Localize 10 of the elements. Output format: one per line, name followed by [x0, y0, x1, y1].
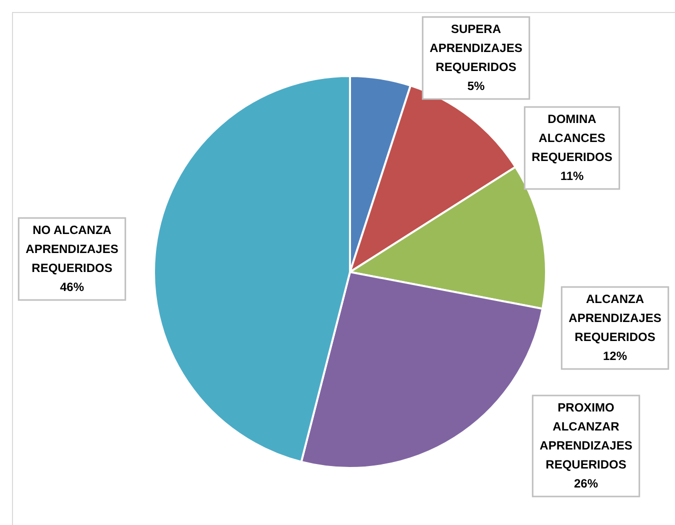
slice-label: SUPERA APRENDIZAJES REQUERIDOS [430, 22, 522, 74]
data-label: 26% [574, 476, 598, 490]
slice-label: DOMINA ALCANCES REQUERIDOS [532, 112, 612, 164]
data-label: 12% [602, 348, 628, 363]
data-label: 11% [560, 168, 584, 183]
data-label: 5% [467, 78, 485, 93]
slice-label: ALCANZA APRENDIZAJES REQUERIDOS [568, 292, 662, 344]
slice-label: PROXIMO ALCANZAR APRENDIZAJES REQUERIDOS [540, 400, 632, 472]
data-label: 46% [60, 280, 84, 294]
slice-label: NO ALCANZA APRENDIZAJES REQUERIDOS [26, 222, 118, 275]
